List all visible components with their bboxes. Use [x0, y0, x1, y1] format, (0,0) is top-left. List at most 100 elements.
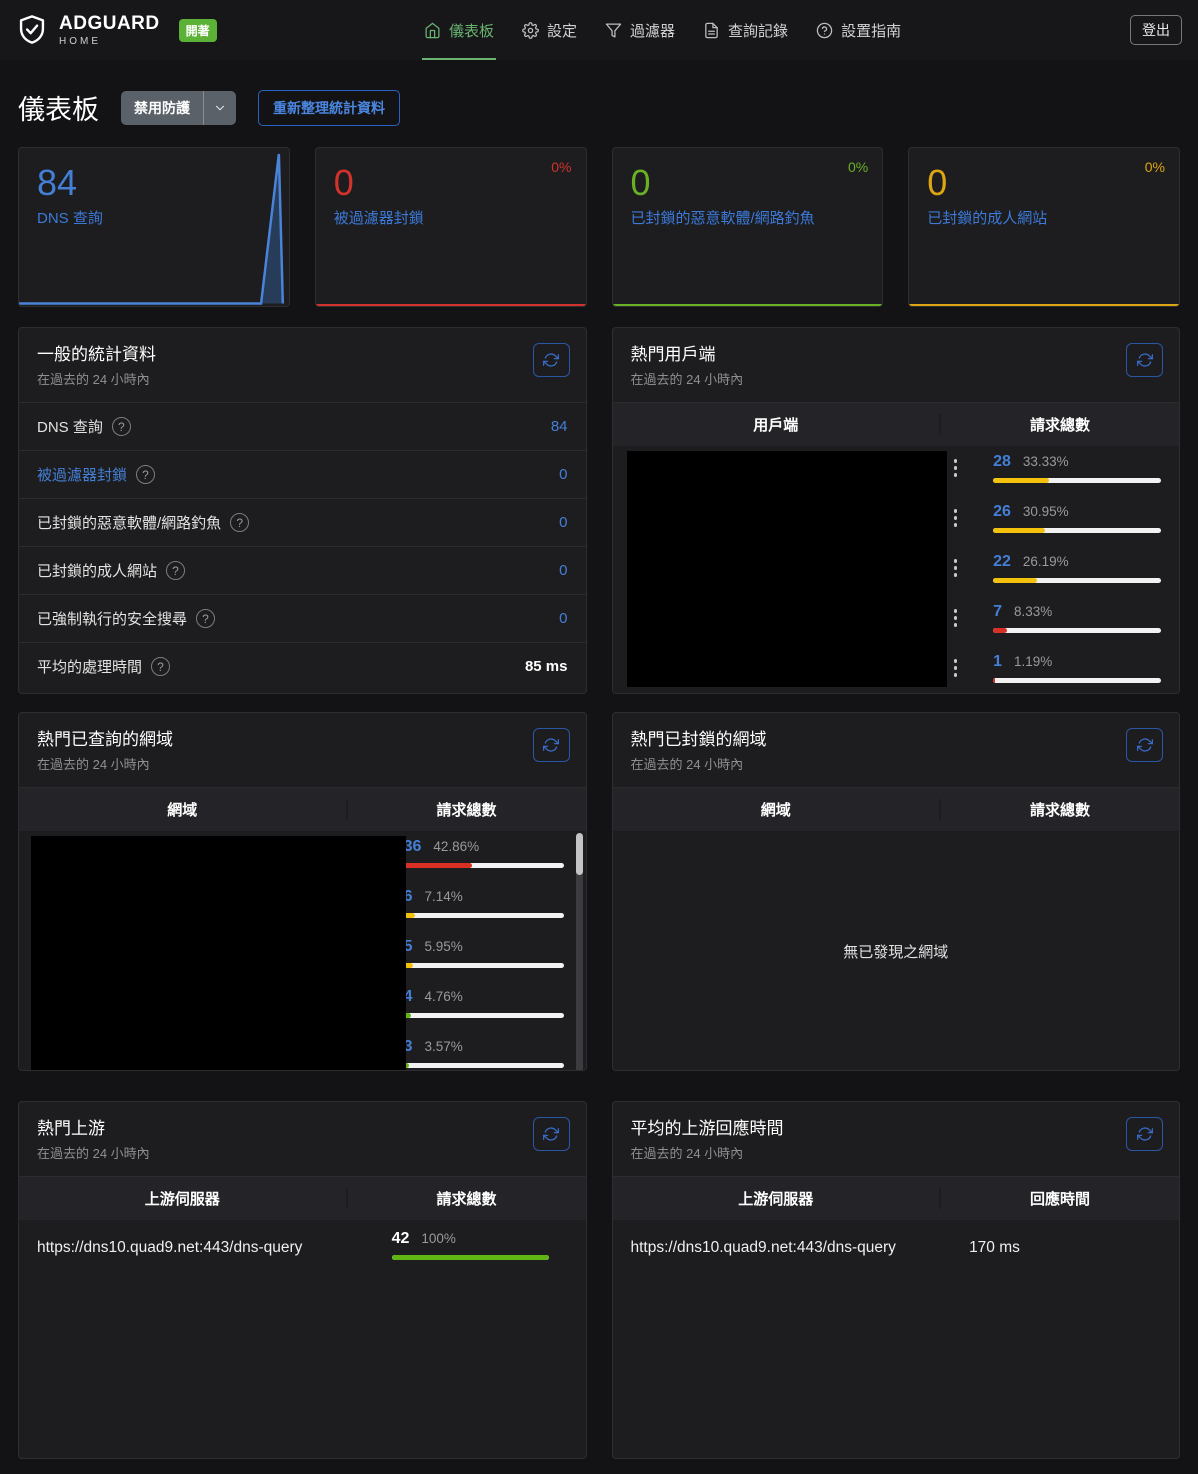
- protection-status-badge: 開著: [178, 18, 217, 42]
- client-row: 26 30.95%: [613, 496, 1180, 546]
- stat-value: 84: [37, 162, 78, 203]
- stat-row-value: 0: [559, 514, 568, 531]
- file-text-icon: [703, 22, 720, 39]
- panel-general-statistics: 一般的統計資料 在過去的 24 小時內 DNS 查詢 ? 84 被過濾器封鎖 ?…: [18, 327, 587, 694]
- response-time-value: 170 ms: [969, 1239, 1020, 1256]
- column-header-requests: 請求總數: [436, 802, 497, 819]
- disable-protection-button[interactable]: 禁用防護: [121, 90, 236, 125]
- request-percent: 5.95%: [424, 939, 463, 954]
- refresh-button[interactable]: [1126, 343, 1163, 377]
- request-count: 22: [993, 553, 1011, 570]
- kebab-menu-button[interactable]: [953, 459, 957, 480]
- client-row: 22 26.19%: [613, 546, 1180, 596]
- empty-state-message: 無已發現之網域: [843, 944, 949, 961]
- kebab-menu-button[interactable]: [953, 559, 957, 580]
- help-icon[interactable]: ?: [151, 657, 171, 676]
- stat-label-link[interactable]: DNS 查詢: [37, 210, 103, 228]
- nav-item-filters[interactable]: 過濾器: [605, 0, 675, 60]
- refresh-button[interactable]: [532, 1117, 570, 1151]
- stat-value: 0: [333, 162, 354, 203]
- panel-period: 在過去的 24 小時內: [37, 1146, 150, 1161]
- refresh-button[interactable]: [1126, 728, 1163, 762]
- stat-percent: 0%: [848, 159, 869, 175]
- stat-label-link[interactable]: 已封鎖的成人網站: [927, 210, 1048, 228]
- column-header-domain: 網域: [613, 799, 942, 820]
- progress-bar: [403, 963, 564, 968]
- stat-percent: 0%: [1144, 159, 1165, 175]
- request-count: 3: [403, 1038, 413, 1055]
- progress-bar: [993, 478, 1162, 483]
- panel-period: 在過去的 24 小時內: [630, 757, 744, 772]
- help-circle-icon: [816, 22, 833, 39]
- panel-period: 在過去的 24 小時內: [630, 372, 744, 387]
- stat-card-blocked-adult: 0% 0 已封鎖的成人網站: [908, 147, 1180, 307]
- column-header-requests: 請求總數: [1030, 417, 1091, 434]
- kebab-menu-button[interactable]: [953, 509, 957, 530]
- stat-row-blocked-malware: 已封鎖的惡意軟體/網路釣魚 ? 0: [19, 498, 586, 546]
- help-icon[interactable]: ?: [111, 417, 131, 436]
- request-percent: 3.57%: [424, 1039, 463, 1054]
- progress-bar: [403, 1013, 564, 1018]
- domain-row: 36 42.86%: [19, 831, 586, 881]
- stat-row-blocked-by-filters: 被過濾器封鎖 ? 0: [19, 450, 586, 498]
- panel-period: 在過去的 24 小時內: [37, 372, 150, 387]
- home-icon: [424, 22, 441, 39]
- refresh-statistics-button[interactable]: 重新整理統計資料: [258, 89, 400, 126]
- help-icon[interactable]: ?: [136, 465, 156, 484]
- stat-row-avg-processing-time: 平均的處理時間 ? 85 ms: [19, 642, 586, 690]
- request-percent: 7.14%: [424, 889, 463, 904]
- trend-line: [612, 304, 883, 306]
- stat-label-link[interactable]: 被過濾器封鎖: [333, 210, 424, 228]
- client-row: 7 8.33%: [613, 596, 1180, 646]
- panel-period: 在過去的 24 小時內: [37, 757, 150, 772]
- column-header-domain: 網域: [19, 799, 348, 820]
- nav-item-settings[interactable]: 設定: [522, 0, 577, 60]
- refresh-button[interactable]: [532, 343, 570, 377]
- stat-percent: 0%: [551, 159, 572, 175]
- nav-item-label: 設定: [547, 22, 578, 40]
- request-percent: 42.86%: [433, 839, 480, 854]
- help-icon[interactable]: ?: [230, 513, 250, 532]
- upstream-row: https://dns10.quad9.net:443/dns-query 42…: [19, 1220, 586, 1260]
- column-header-upstream: 上游伺服器: [613, 1188, 942, 1209]
- refresh-button[interactable]: [1126, 1117, 1163, 1151]
- column-header-requests: 請求總數: [436, 1191, 497, 1208]
- upstream-url: https://dns10.quad9.net:443/dns-query: [630, 1239, 896, 1256]
- request-count: 42: [391, 1230, 410, 1247]
- trend-line: [315, 304, 586, 306]
- help-icon[interactable]: ?: [196, 609, 216, 628]
- domain-row: 5 5.95%: [19, 931, 586, 981]
- nav-item-dashboard[interactable]: 儀表板: [421, 0, 497, 60]
- chevron-down-icon[interactable]: [203, 90, 236, 125]
- progress-bar: [391, 1255, 549, 1260]
- stat-row-value: 85 ms: [524, 658, 568, 675]
- request-count: 6: [403, 888, 413, 905]
- column-header-upstream: 上游伺服器: [19, 1188, 348, 1209]
- stat-value: 0: [630, 162, 651, 203]
- stat-row-value: 0: [559, 562, 568, 579]
- scrollbar-track[interactable]: [575, 833, 583, 1070]
- help-icon[interactable]: ?: [166, 561, 186, 580]
- logout-button[interactable]: 登出: [1130, 15, 1182, 45]
- kebab-menu-button[interactable]: [953, 659, 957, 680]
- upstream-url: https://dns10.quad9.net:443/dns-query: [37, 1239, 303, 1256]
- panel-period: 在過去的 24 小時內: [630, 1146, 744, 1161]
- stat-label-link[interactable]: 已封鎖的惡意軟體/網路釣魚: [630, 210, 815, 228]
- stat-cards-row: 84 DNS 查詢 0% 0 被過濾器封鎖 0% 0 已封鎖的惡意軟體/網路釣魚…: [18, 147, 1180, 307]
- scrollbar-thumb[interactable]: [575, 833, 583, 875]
- stat-card-blocked-by-filters: 0% 0 被過濾器封鎖: [314, 147, 587, 307]
- redacted-domain-names: [31, 836, 406, 1070]
- nav-item-query-log[interactable]: 查詢記錄: [703, 0, 788, 60]
- kebab-menu-button[interactable]: [953, 609, 957, 630]
- stat-row-blocked-adult: 已封鎖的成人網站 ? 0: [19, 546, 586, 594]
- stat-card-dns-queries: 84 DNS 查詢: [18, 147, 290, 307]
- domain-row: 3 3.57%: [19, 1031, 586, 1070]
- request-percent: 4.76%: [424, 989, 463, 1004]
- domain-row: 6 7.14%: [19, 881, 586, 931]
- nav-item-setup-guide[interactable]: 設置指南: [816, 0, 901, 60]
- disable-protection-label[interactable]: 禁用防護: [134, 99, 190, 116]
- refresh-button[interactable]: [532, 728, 570, 762]
- request-count: 26: [993, 503, 1011, 520]
- brand-sub: HOME: [59, 35, 101, 47]
